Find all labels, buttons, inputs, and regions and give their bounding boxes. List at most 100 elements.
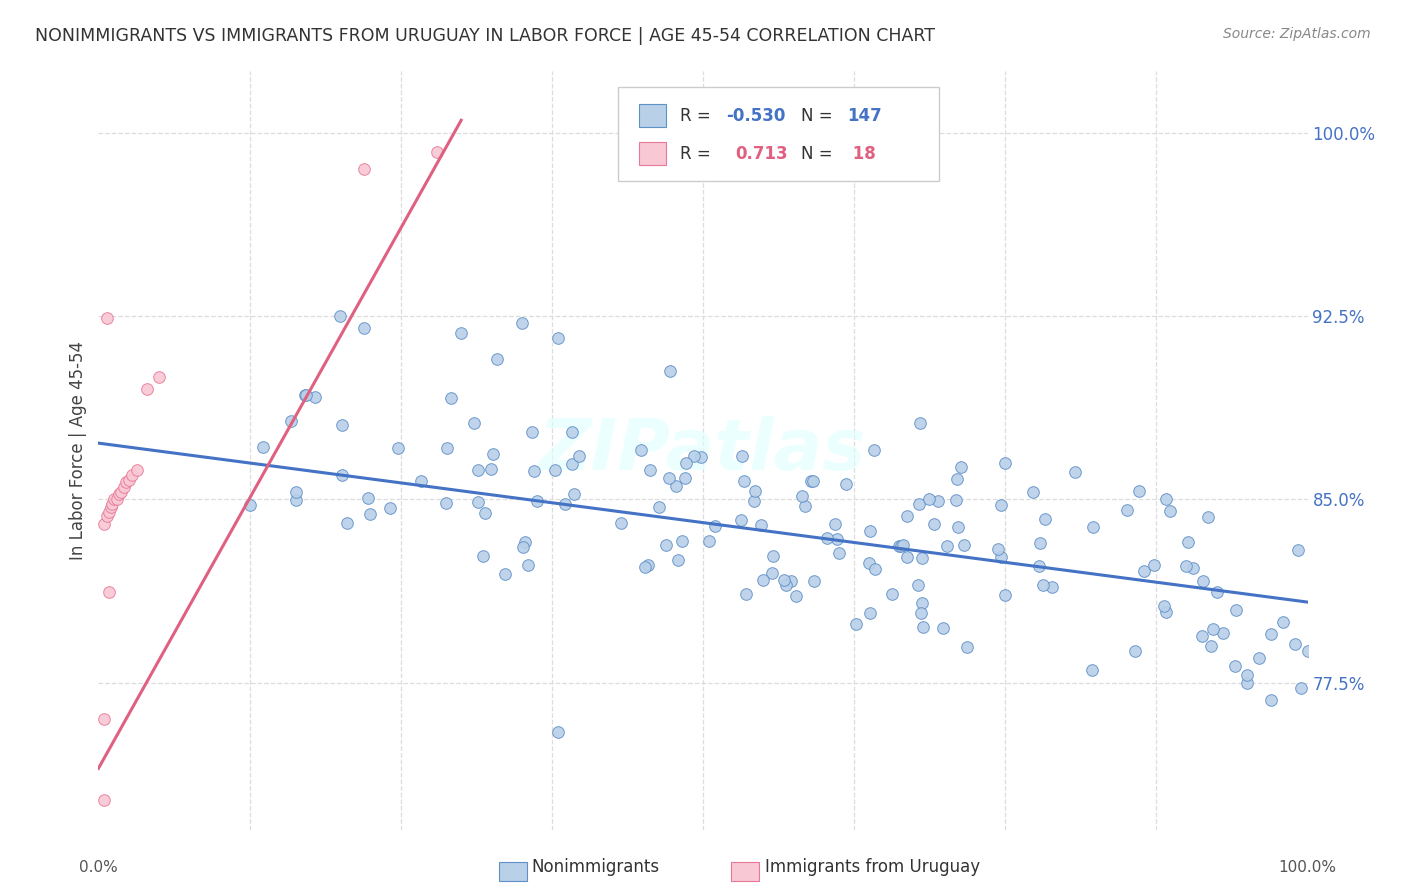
Point	[949, 460, 972, 475]
Y-axis label: In Labor Force | Age 45-54: In Labor Force | Age 45-54	[69, 341, 87, 560]
Point	[1028, 559, 1050, 574]
Point	[467, 463, 489, 477]
Point	[1083, 520, 1105, 534]
Point	[1289, 681, 1312, 695]
Point	[1260, 693, 1282, 707]
Point	[561, 425, 583, 439]
Point	[948, 519, 970, 533]
Point	[828, 546, 851, 560]
Point	[630, 443, 652, 458]
Point	[1284, 637, 1306, 651]
Point	[858, 556, 880, 570]
Point	[733, 474, 755, 488]
Point	[772, 573, 794, 587]
Point	[824, 516, 846, 531]
Point	[648, 500, 671, 515]
Point	[467, 494, 489, 508]
Point	[330, 418, 353, 433]
Point	[494, 567, 516, 582]
Point	[703, 519, 725, 533]
Point	[699, 533, 721, 548]
Point	[990, 499, 1012, 513]
Text: Immigrants from Uruguay: Immigrants from Uruguay	[765, 858, 980, 876]
Point	[987, 541, 1010, 556]
Point	[911, 596, 934, 610]
Point	[353, 321, 375, 335]
Text: NONIMMIGRANTS VS IMMIGRANTS FROM URUGUAY IN LABOR FORCE | AGE 45-54 CORRELATION : NONIMMIGRANTS VS IMMIGRANTS FROM URUGUAY…	[35, 27, 935, 45]
Point	[790, 489, 813, 503]
Point	[426, 145, 449, 159]
Point	[1153, 599, 1175, 613]
Point	[922, 516, 945, 531]
Point	[882, 586, 904, 600]
Point	[434, 496, 457, 510]
Point	[1288, 543, 1310, 558]
Point	[135, 382, 157, 396]
Point	[440, 391, 463, 405]
Point	[658, 364, 681, 378]
Point	[1081, 663, 1104, 677]
Point	[118, 473, 141, 487]
Point	[935, 539, 957, 553]
Point	[735, 587, 758, 601]
Point	[1199, 639, 1222, 653]
Point	[825, 532, 848, 546]
FancyBboxPatch shape	[619, 87, 939, 181]
Point	[1249, 651, 1271, 665]
Point	[517, 558, 540, 573]
Point	[610, 516, 633, 530]
Point	[474, 506, 496, 520]
Point	[100, 500, 122, 514]
Point	[730, 513, 752, 527]
Text: 18: 18	[846, 145, 876, 163]
Point	[654, 538, 676, 552]
Point	[523, 465, 546, 479]
Point	[1022, 484, 1045, 499]
Point	[93, 516, 115, 531]
Point	[671, 533, 693, 548]
Point	[910, 416, 932, 430]
Point	[485, 351, 508, 366]
Point	[800, 474, 823, 488]
Point	[675, 457, 697, 471]
Point	[911, 551, 934, 566]
Point	[1040, 580, 1063, 594]
Point	[665, 478, 688, 492]
Point	[863, 562, 886, 576]
Point	[1236, 675, 1258, 690]
Point	[1033, 512, 1056, 526]
Point	[1128, 483, 1150, 498]
Point	[911, 620, 934, 634]
Point	[1260, 627, 1282, 641]
Point	[994, 456, 1017, 470]
Point	[1223, 658, 1246, 673]
Point	[148, 370, 170, 384]
Point	[785, 589, 807, 603]
Point	[666, 553, 689, 567]
Point	[1181, 561, 1204, 575]
Text: ZIPatlas: ZIPatlas	[540, 416, 866, 485]
Point	[953, 537, 976, 551]
Point	[335, 516, 357, 530]
Point	[845, 616, 868, 631]
Point	[561, 457, 583, 471]
Point	[682, 450, 704, 464]
Point	[450, 326, 472, 340]
Point	[378, 500, 401, 515]
Point	[285, 484, 308, 499]
Point	[1143, 558, 1166, 572]
Point	[252, 440, 274, 454]
Point	[751, 574, 773, 588]
Point	[896, 508, 918, 523]
Point	[932, 621, 955, 635]
Point	[526, 494, 548, 508]
Point	[100, 497, 122, 511]
Point	[761, 566, 783, 581]
Point	[1063, 465, 1085, 479]
FancyBboxPatch shape	[638, 104, 665, 127]
Point	[332, 467, 354, 482]
Point	[1154, 492, 1177, 507]
Point	[285, 493, 308, 508]
Point	[858, 524, 880, 538]
Point	[1225, 603, 1247, 617]
